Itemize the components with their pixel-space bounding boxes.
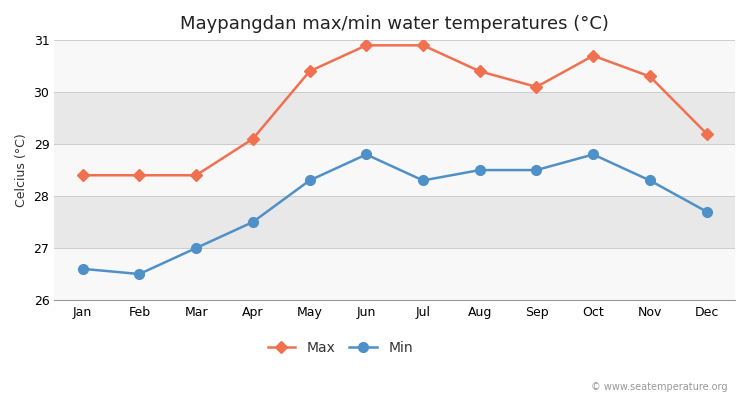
Max [476,69,484,74]
Bar [54,144,735,196]
Min [589,152,598,157]
Max [646,74,655,79]
Min [476,168,484,172]
Min [419,178,428,183]
Bar [54,92,735,144]
Min [362,152,370,157]
Line: Max: Max [79,41,711,180]
Max [419,43,428,48]
Max [78,173,87,178]
Min [532,168,541,172]
Bar [54,196,735,248]
Max [589,53,598,58]
Y-axis label: Celcius (°C): Celcius (°C) [15,133,28,207]
Line: Min: Min [78,150,712,279]
Max [248,136,257,141]
Max [135,173,144,178]
Legend: Max, Min: Max, Min [268,341,413,355]
Max [191,173,200,178]
Min [78,266,87,271]
Max [362,43,370,48]
Max [532,84,541,89]
Bar [54,248,735,300]
Min [702,209,711,214]
Min [248,220,257,224]
Text: © www.seatemperature.org: © www.seatemperature.org [591,382,728,392]
Min [305,178,314,183]
Max [305,69,314,74]
Bar [54,40,735,92]
Title: Maypangdan max/min water temperatures (°C): Maypangdan max/min water temperatures (°… [180,15,609,33]
Min [135,272,144,276]
Min [191,246,200,250]
Min [646,178,655,183]
Max [702,131,711,136]
